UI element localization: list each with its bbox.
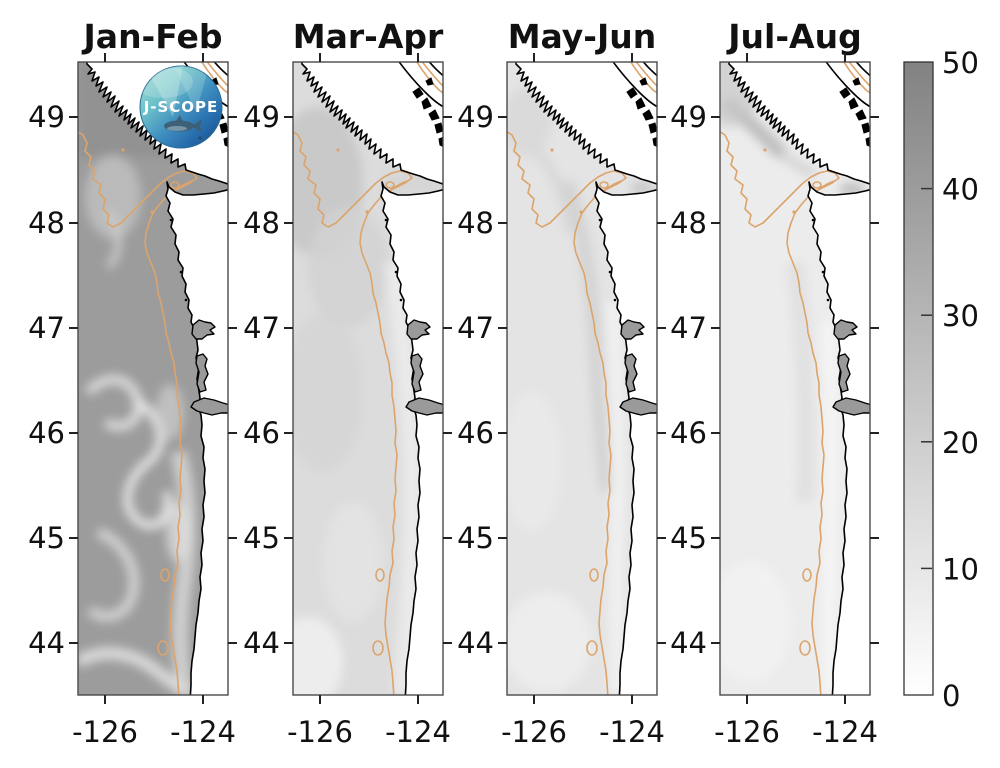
lat-tick-label: 47 (28, 311, 65, 345)
colorbar-tick-label: 50 (942, 46, 979, 80)
lat-tick-label: 48 (670, 206, 707, 240)
lat-tick-label: 44 (28, 626, 65, 660)
panel-title-jan-feb: Jan-Feb (82, 17, 223, 56)
panel-title-may-jun: May-Jun (508, 17, 657, 56)
lat-tick-label: 44 (457, 626, 494, 660)
lat-tick-label: 49 (28, 100, 65, 134)
lat-tick-label: 47 (457, 311, 494, 345)
lat-tick-label: 46 (457, 416, 494, 450)
lat-tick-label: 45 (457, 521, 494, 555)
lat-tick-label: 48 (457, 206, 494, 240)
colorbar-tick-label: 30 (942, 299, 979, 333)
colorbar-tick-label: 40 (942, 173, 979, 207)
lat-tick-label: 47 (670, 311, 707, 345)
panel-frame (77, 61, 229, 696)
lat-tick-label: 44 (670, 626, 707, 660)
lat-tick-label: 48 (28, 206, 65, 240)
lon-tick-label: -126 (501, 715, 567, 749)
panel-title-jul-aug: Jul-Aug (726, 17, 861, 56)
lat-tick-label: 49 (670, 100, 707, 134)
lat-tick-label: 46 (670, 416, 707, 450)
map-panel-jul-aug (719, 61, 871, 696)
panel-frame (292, 61, 444, 696)
colorbar-tick-label: 10 (942, 552, 979, 586)
lat-tick-label: 45 (670, 521, 707, 555)
lon-tick-label: -126 (287, 715, 353, 749)
data-field-mar-apr (293, 107, 443, 695)
lon-tick-label: -124 (385, 715, 451, 749)
jscope-logo-text: J-SCOPE (143, 98, 219, 116)
map-panel-mar-apr (292, 61, 444, 696)
data-field-jul-aug (720, 62, 865, 695)
colorbar-tick-label: 20 (942, 426, 979, 460)
data-field-may-jun (507, 87, 654, 695)
map-panel-jan-feb: J-SCOPE (77, 61, 229, 696)
lat-tick-label: 46 (243, 416, 280, 450)
lat-tick-label: 46 (28, 416, 65, 450)
lat-tick-label: 44 (243, 626, 280, 660)
lon-tick-label: -124 (599, 715, 665, 749)
panel-frame (506, 61, 658, 696)
axis-ticks-and-labels: 49 48 47 46 45 44 -126 -124 49 48 47 46 45 44 -126 -124… (28, 46, 979, 749)
lon-tick-label: -124 (812, 715, 878, 749)
colorbar (903, 61, 934, 696)
map-panel-may-jun (506, 61, 658, 696)
lat-tick-label: 49 (243, 100, 280, 134)
lon-tick-label: -126 (714, 715, 780, 749)
lat-tick-label: 48 (243, 206, 280, 240)
lon-tick-label: -124 (170, 715, 236, 749)
panel-title-mar-apr: Mar-Apr (293, 17, 444, 56)
lat-tick-label: 45 (28, 521, 65, 555)
panel-frame (719, 61, 871, 696)
lat-tick-label: 45 (243, 521, 280, 555)
colorbar-tick-label: 0 (942, 679, 960, 713)
lat-tick-label: 49 (457, 100, 494, 134)
colorbar-gradient (903, 61, 934, 696)
lon-tick-label: -126 (72, 715, 138, 749)
lat-tick-label: 47 (243, 311, 280, 345)
